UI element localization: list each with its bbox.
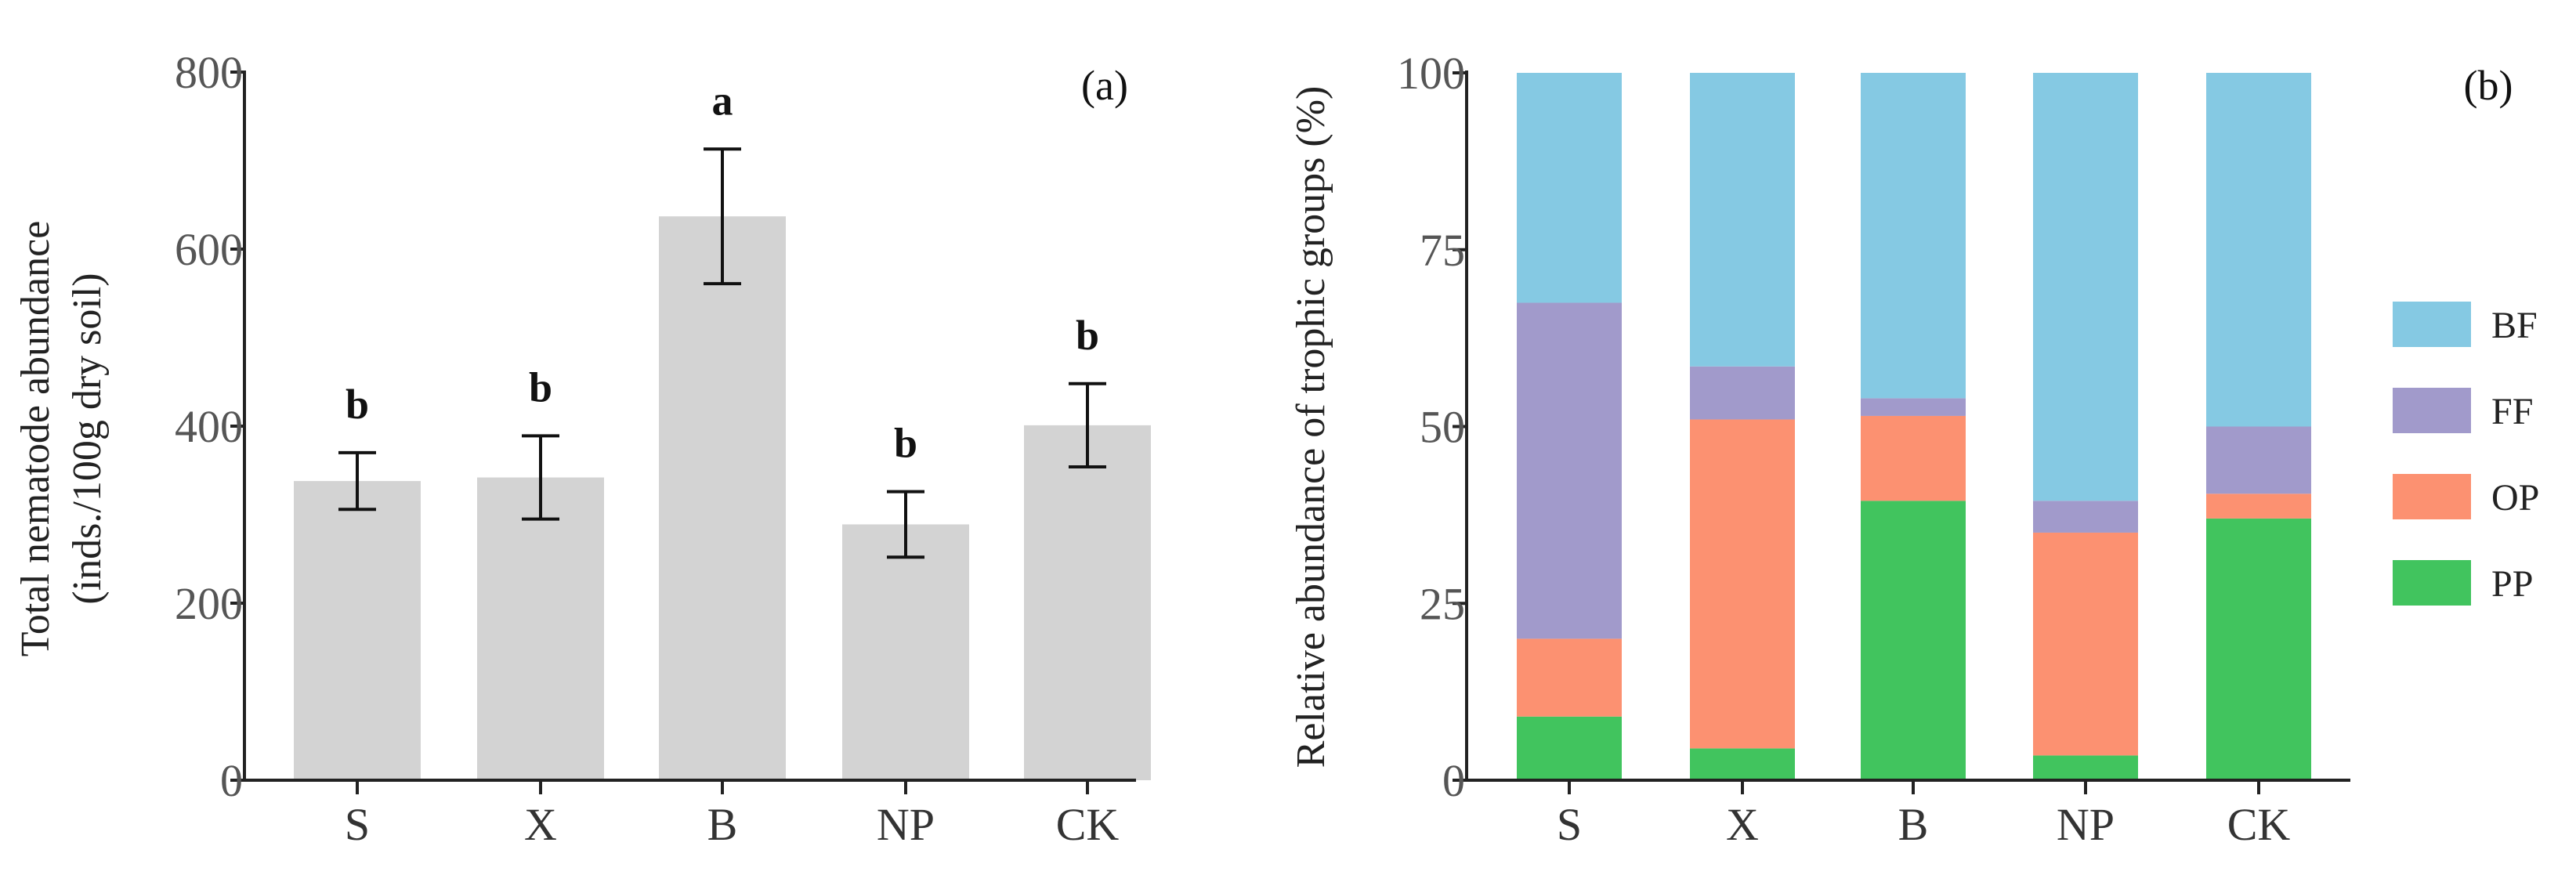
panel-b-segment-x-bf	[1690, 73, 1795, 367]
panel-b-segment-ck-ff	[2206, 426, 2311, 494]
legend-label-op: OP	[2491, 477, 2539, 519]
legend-swatch-op	[2393, 474, 2471, 519]
panel-a-significance-np: b	[894, 420, 917, 467]
legend-swatch-bf	[2393, 302, 2471, 347]
panel-b-segment-b-bf	[1861, 73, 1966, 399]
panel-a-significance-s: b	[346, 381, 369, 428]
panel-a-ytick-label: 600	[175, 224, 243, 275]
legend-swatch-pp	[2393, 560, 2471, 606]
panel-b-segment-x-op	[1690, 419, 1795, 749]
legend-label-bf: BF	[2491, 305, 2538, 346]
panel-a-category-ck: CK	[1056, 799, 1120, 850]
panel-b-segment-ck-pp	[2206, 518, 2311, 780]
panel-b-category-s: S	[1557, 799, 1582, 850]
panel-b-ytick-label: 50	[1420, 402, 1465, 453]
panel-b-segment-ck-bf	[2206, 73, 2311, 427]
panel-b-category-ck: CK	[2227, 799, 2291, 850]
panel-a-category-b: B	[707, 799, 738, 850]
legend-label-pp: PP	[2491, 563, 2533, 605]
panel-b-segment-s-bf	[1517, 73, 1622, 303]
panel-b-ytick-label: 75	[1420, 225, 1465, 276]
panel-b-segment-s-op	[1517, 638, 1622, 717]
panel-a-bar-ck	[1024, 425, 1151, 780]
panel-b-segment-b-op	[1861, 415, 1966, 501]
panel-b-category-b: B	[1898, 799, 1929, 850]
panel-b-segment-np-op	[2033, 532, 2138, 756]
panel-b-segment-ck-op	[2206, 494, 2311, 519]
panel-b-segment-np-pp	[2033, 755, 2138, 780]
panel-a-ytick-label: 800	[175, 47, 243, 98]
panel-b-ytick-label: 0	[1442, 755, 1465, 806]
panel-a-ytick-label: 0	[220, 755, 243, 806]
panel-a-bar-chart: Total nematode abundance (inds./100g dry…	[13, 47, 1151, 850]
panel-b-ytick-label: 100	[1397, 48, 1465, 99]
panel-b-segment-x-pp	[1690, 748, 1795, 780]
panel-b-segment-x-ff	[1690, 366, 1795, 420]
panel-b-segment-s-ff	[1517, 302, 1622, 639]
panel-a-ytick-label: 400	[175, 401, 243, 452]
panel-a-significance-ck: b	[1076, 312, 1099, 359]
panel-a-category-np: NP	[877, 799, 935, 850]
panel-a-category-s: S	[345, 799, 370, 850]
panel-b-segment-b-ff	[1861, 398, 1966, 416]
panel-a-bar-x	[477, 477, 604, 780]
panel-b-segment-np-ff	[2033, 501, 2138, 533]
panel-b-ylabel: Relative abundance of trophic groups (%)	[1289, 86, 1333, 768]
panel-a-significance-b: a	[712, 77, 733, 124]
panel-b-segment-s-pp	[1517, 716, 1622, 780]
panel-a-bar-np	[842, 524, 969, 780]
panel-a-ytick-label: 200	[175, 578, 243, 629]
legend-label-ff: FF	[2491, 391, 2533, 432]
panel-a-ylabel-line1: Total nematode abundance	[13, 221, 58, 657]
panel-b-label: (b)	[2464, 62, 2513, 109]
panel-a-bar-s	[294, 481, 421, 780]
panel-b-stacked-bar-chart: Relative abundance of trophic groups (%)…	[1289, 48, 2539, 850]
panel-a-bar-b	[659, 216, 786, 780]
panel-a-label: (a)	[1081, 62, 1128, 109]
panel-b-segment-np-bf	[2033, 73, 2138, 501]
panel-a-category-x: X	[524, 799, 557, 850]
panel-b-category-np: NP	[2057, 799, 2115, 850]
panel-a-significance-x: b	[529, 363, 552, 410]
panel-b-segment-b-pp	[1861, 501, 1966, 780]
panel-a-ylabel-line2: (inds./100g dry soil)	[65, 273, 110, 604]
panel-b-ytick-label: 25	[1420, 578, 1465, 629]
legend-swatch-ff	[2393, 388, 2471, 433]
panel-b-category-x: X	[1726, 799, 1759, 850]
